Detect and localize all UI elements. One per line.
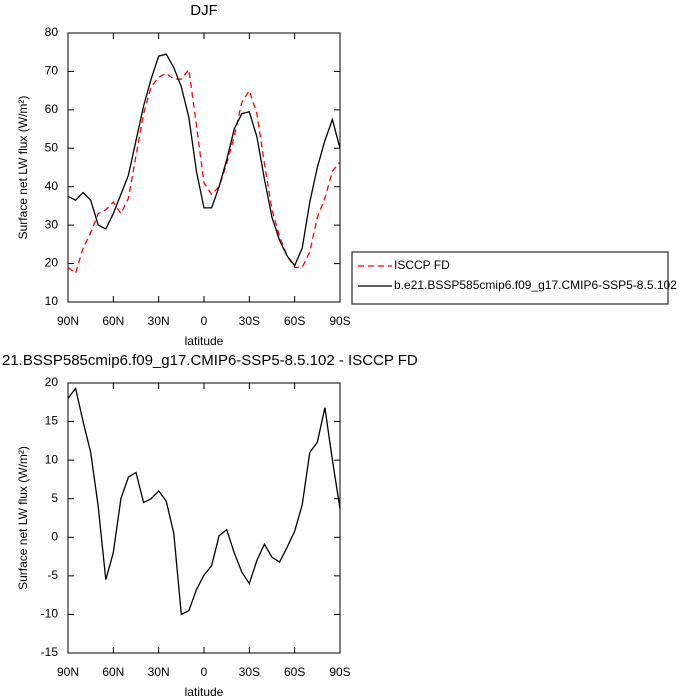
y-tick-label: 15: [45, 414, 59, 428]
legend-box: [351, 251, 669, 305]
y-tick-label: 40: [45, 179, 59, 193]
y-axis-label: Surface net LW flux (W/m²): [16, 446, 30, 590]
x-tick-label: 60N: [102, 314, 124, 328]
x-tick-label: 0: [201, 665, 208, 679]
y-tick-label: -10: [41, 607, 59, 621]
y-axis-label: Surface net LW flux (W/m²): [16, 96, 30, 240]
y-tick-label: 20: [45, 375, 59, 389]
x-tick-label: 60S: [284, 314, 305, 328]
data-line: [67, 67, 341, 275]
legend-label: b.e21.BSSP585cmip6.f09_g17.CMIP6-SSP5-8.…: [394, 278, 677, 292]
x-axis-label: latitude: [185, 334, 224, 348]
x-tick-label: 90S: [329, 665, 350, 679]
x-tick-label: 60N: [102, 665, 124, 679]
plot-frame: [67, 382, 341, 654]
y-tick-label: 30: [45, 217, 59, 231]
chart-title: DJF: [190, 2, 218, 19]
x-axis-label: latitude: [185, 685, 224, 699]
x-tick-label: 0: [201, 314, 208, 328]
y-tick-label: -5: [47, 568, 58, 582]
y-tick-label: 5: [51, 491, 58, 505]
y-tick-label: 80: [45, 25, 59, 39]
x-tick-label: 60S: [284, 665, 305, 679]
data-line: [67, 53, 341, 267]
x-tick-label: 30S: [239, 665, 260, 679]
y-tick-label: 60: [45, 102, 59, 116]
y-tick-label: 10: [45, 294, 59, 308]
y-tick-label: 0: [51, 529, 58, 543]
y-tick-label: 20: [45, 256, 59, 270]
chart-title: 21.BSSP585cmip6.f09_g17.CMIP6-SSP5-8.5.1…: [2, 352, 418, 369]
x-tick-label: 30N: [148, 314, 170, 328]
y-tick-label: 50: [45, 140, 59, 154]
x-tick-label: 90N: [57, 314, 79, 328]
y-tick-label: 10: [45, 452, 59, 466]
x-tick-label: 90S: [329, 314, 350, 328]
y-tick-label: 70: [45, 64, 59, 78]
legend-label: ISCCP FD: [394, 258, 450, 272]
x-tick-label: 90N: [57, 665, 79, 679]
data-line: [67, 386, 341, 616]
x-tick-label: 30N: [148, 665, 170, 679]
plot-frame: [67, 32, 341, 303]
x-tick-label: 30S: [239, 314, 260, 328]
y-tick-label: -15: [41, 645, 59, 659]
